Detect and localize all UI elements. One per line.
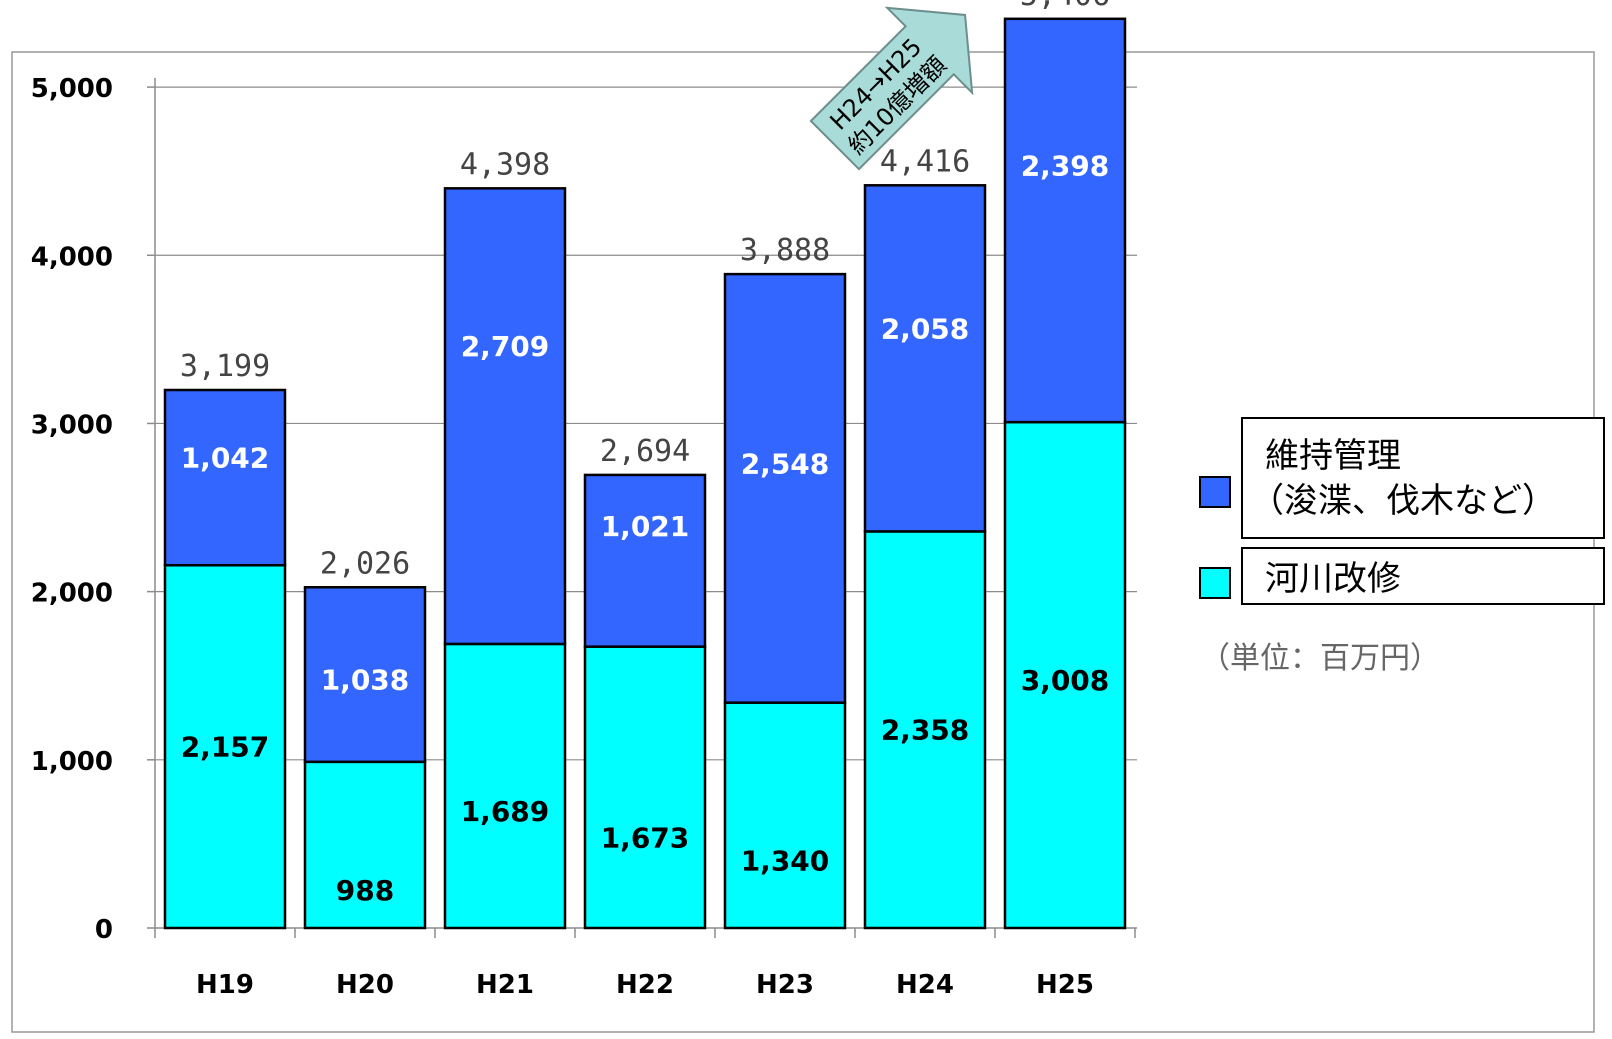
unit-note: （単位：百万円） xyxy=(1200,641,1440,676)
data-label-total: 2,694 xyxy=(600,434,690,469)
bar-river-improvement xyxy=(1003,420,1127,930)
legend-box-river xyxy=(1241,547,1605,605)
bar-maintenance xyxy=(1003,17,1127,424)
bar-river-improvement xyxy=(723,701,847,930)
legend-box-maintenance xyxy=(1241,417,1605,539)
bar-maintenance xyxy=(163,388,287,567)
legend-swatch-maintenance xyxy=(1199,476,1231,508)
bar-river-improvement xyxy=(163,563,287,930)
x-tick-label: H22 xyxy=(616,970,674,1000)
data-label-total: 5,406 xyxy=(1020,0,1110,13)
x-tick-label: H20 xyxy=(336,970,394,1000)
bar-river-improvement xyxy=(583,645,707,930)
bar-river-improvement xyxy=(303,760,427,930)
x-tick-label: H23 xyxy=(756,970,814,1000)
x-tick-label: H21 xyxy=(476,970,534,1000)
bar-maintenance xyxy=(863,184,987,533)
y-tick-label: 5,000 xyxy=(31,74,113,104)
data-label-maintenance: 2,058 xyxy=(881,312,970,345)
bar-river-improvement xyxy=(443,642,567,930)
data-label-maintenance: 1,021 xyxy=(601,510,690,543)
data-label-river-improvement: 2,157 xyxy=(181,731,270,764)
data-label-total: 3,888 xyxy=(740,233,830,268)
data-label-maintenance: 2,548 xyxy=(741,447,830,480)
legend: 維持管理 （浚渫、伐木など） 河川改修 （単位：百万円） xyxy=(1199,417,1605,676)
legend-label-river: 河川改修 xyxy=(1265,559,1401,599)
y-tick-label: 1,000 xyxy=(31,747,113,777)
y-tick-label: 2,000 xyxy=(31,579,113,609)
data-labels: 2,157 1,042 3,199 988 1,038 2,026 1,689 2,709 4,… xyxy=(180,0,1110,907)
data-label-river-improvement: 1,673 xyxy=(601,821,690,854)
data-label-maintenance: 1,038 xyxy=(321,664,410,697)
data-label-river-improvement: 1,689 xyxy=(461,795,550,828)
data-label-maintenance: 2,398 xyxy=(1021,149,1110,182)
x-tick-label: H24 xyxy=(896,970,954,1000)
data-label-river-improvement: 988 xyxy=(336,874,394,907)
x-tick-label: H19 xyxy=(196,970,254,1000)
increase-arrow xyxy=(809,6,974,171)
data-label-river-improvement: 3,008 xyxy=(1021,664,1110,697)
axes: 0 1,000 2,000 3,000 4,000 5,000 H19 H20 H21 H22 H2… xyxy=(31,74,1137,1000)
data-label-maintenance: 1,042 xyxy=(181,442,270,475)
y-tick-label: 0 xyxy=(95,915,113,945)
data-label-total: 4,398 xyxy=(460,147,550,182)
data-label-river-improvement: 2,358 xyxy=(881,714,970,747)
data-label-total: 3,199 xyxy=(180,349,270,384)
bar-maintenance xyxy=(443,187,567,646)
bar-maintenance xyxy=(303,586,427,764)
legend-label-maintenance-line1: 維持管理 xyxy=(1265,436,1401,476)
data-label-total: 4,416 xyxy=(880,144,970,179)
x-tick-label: H25 xyxy=(1036,970,1094,1000)
legend-swatch-river xyxy=(1199,567,1231,599)
data-label-maintenance: 2,709 xyxy=(461,330,550,363)
legend-label-maintenance-line2: （浚渫、伐木など） xyxy=(1250,481,1556,521)
bar-maintenance xyxy=(723,272,847,704)
bar-river-improvement xyxy=(863,530,987,930)
data-label-river-improvement: 1,340 xyxy=(741,844,830,877)
bars xyxy=(163,17,1127,930)
y-tick-label: 3,000 xyxy=(31,410,113,440)
y-tick-label: 4,000 xyxy=(31,242,113,272)
bar-maintenance xyxy=(583,473,707,648)
data-label-total: 2,026 xyxy=(320,546,410,581)
